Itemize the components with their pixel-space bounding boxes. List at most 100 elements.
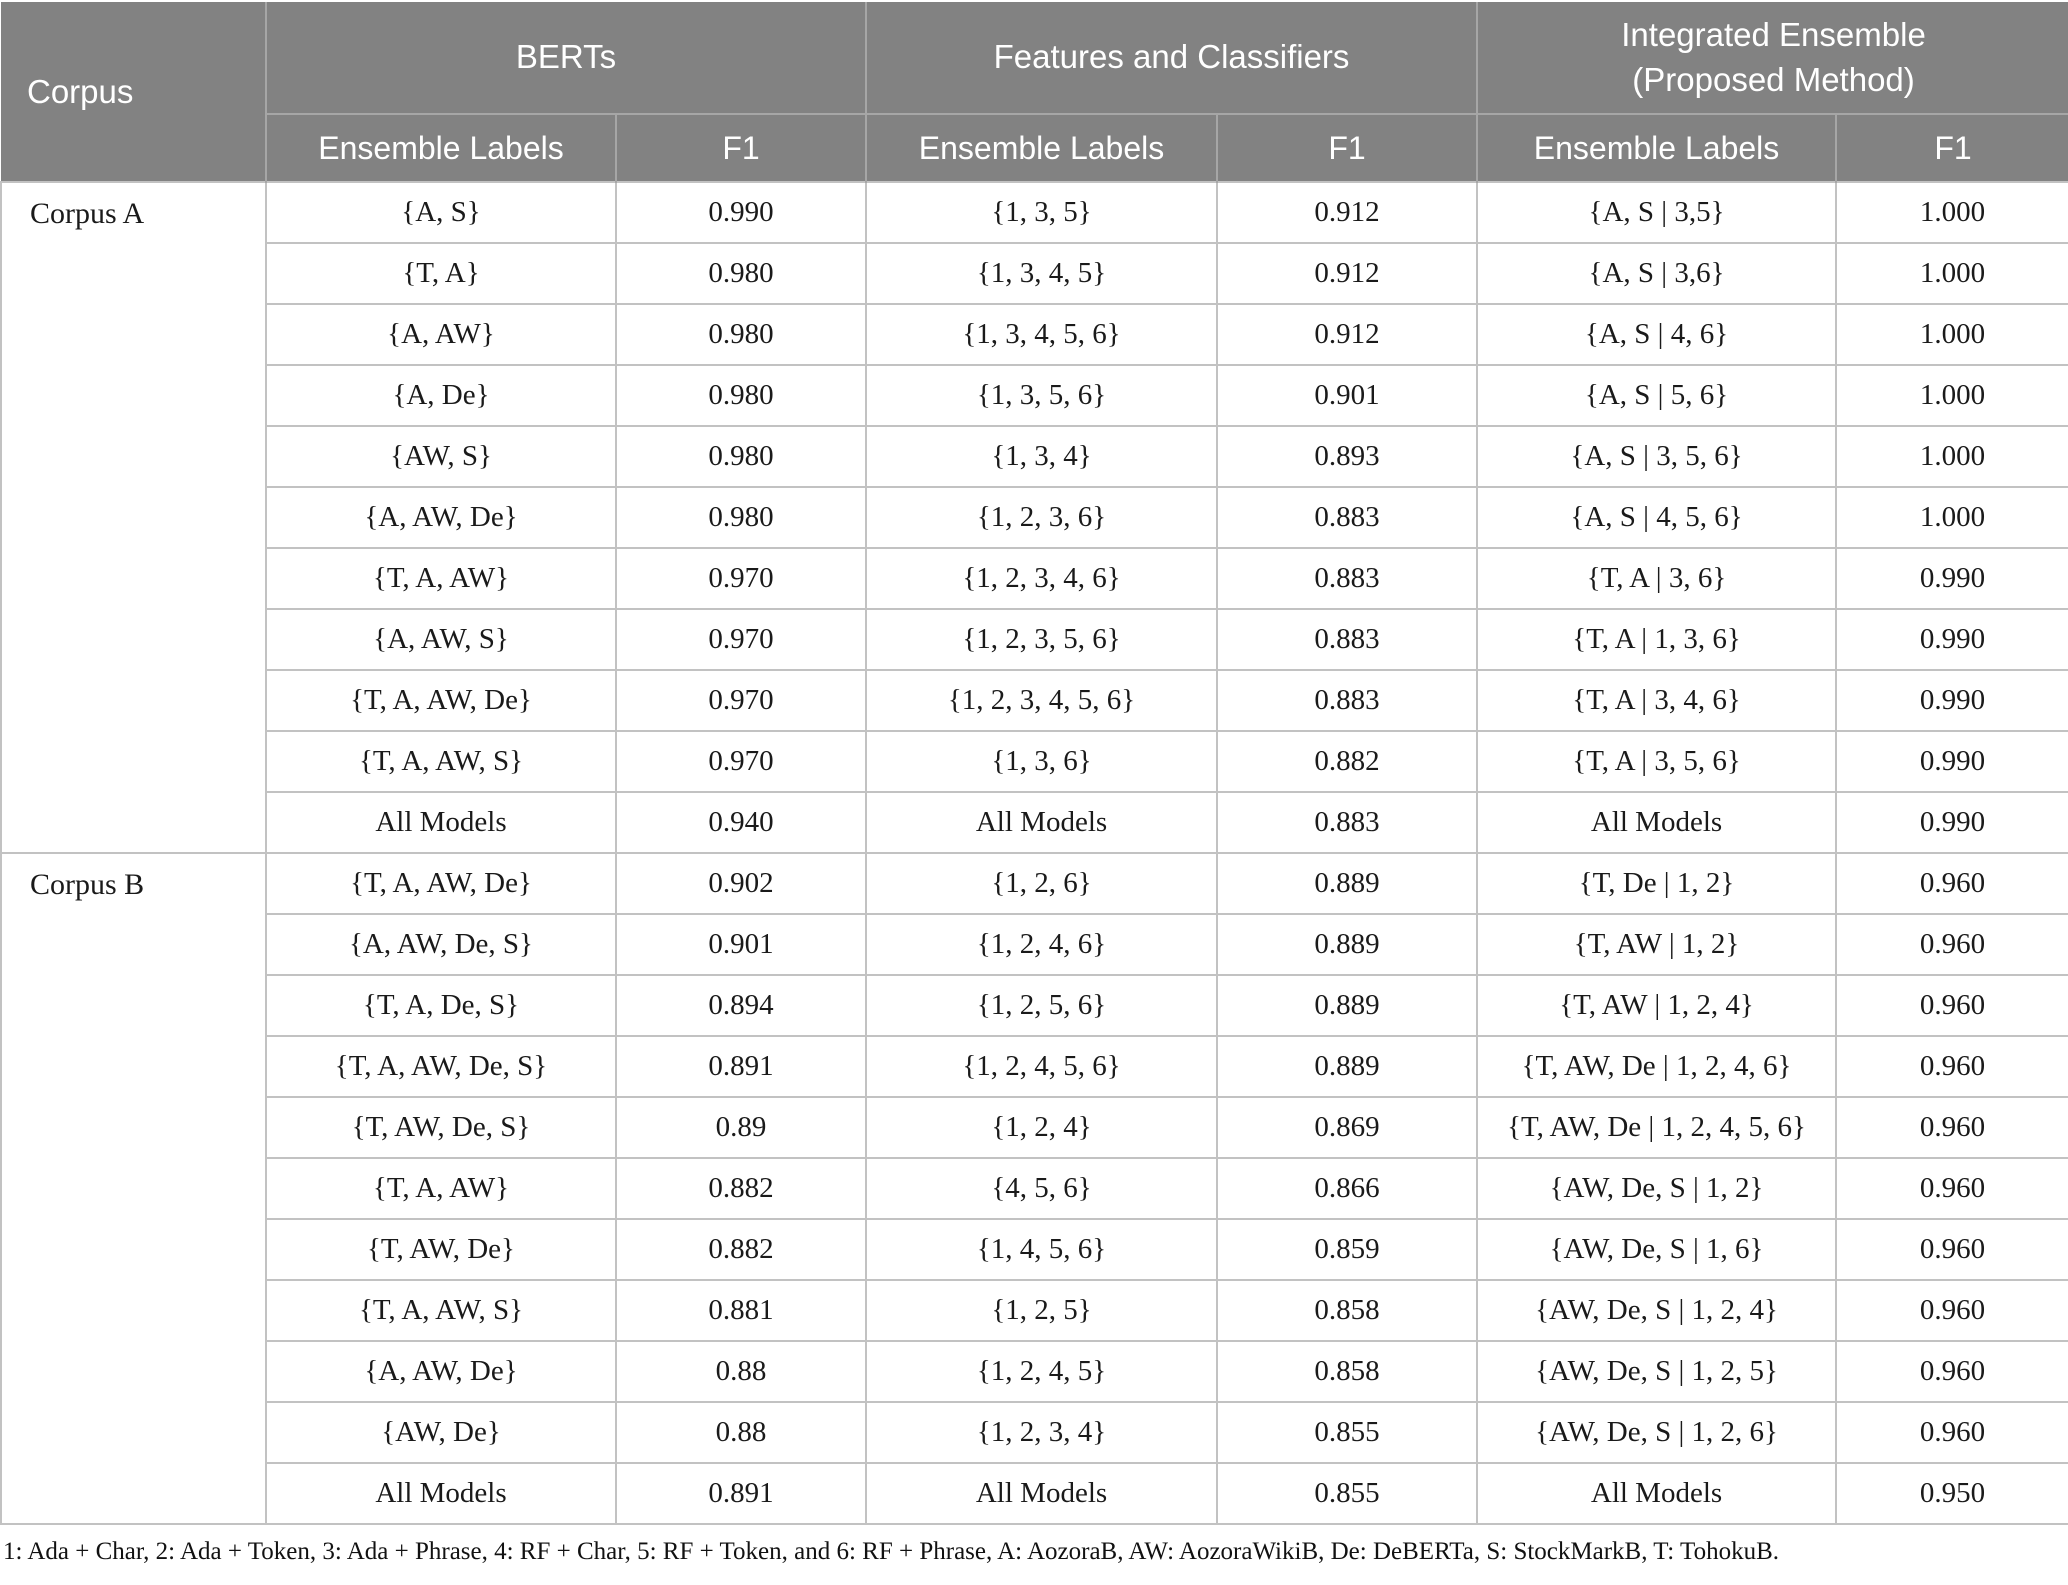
cell-ie-ensemble-labels: All Models: [1476, 791, 1838, 854]
cell-fc-ensemble-labels: {1, 2, 5, 6}: [865, 974, 1219, 1037]
cell-ie-ensemble-labels: {AW, De, S | 1, 2, 5}: [1476, 1340, 1838, 1403]
table-row: {A, AW, De} 0.980 {1, 2, 3, 6} 0.883 {A,…: [1, 486, 2068, 549]
table-row: {T, A, AW} 0.882 {4, 5, 6} 0.866 {AW, De…: [1, 1157, 2068, 1220]
table-row: {A, AW} 0.980 {1, 3, 4, 5, 6} 0.912 {A, …: [1, 303, 2068, 366]
cell-berts-f1: 0.940: [614, 791, 868, 854]
cell-fc-ensemble-labels: {1, 3, 6}: [865, 730, 1219, 793]
cell-berts-ensemble-labels: {T, A, AW}: [265, 1157, 617, 1220]
cell-ie-f1: 1.000: [1835, 364, 2068, 427]
table-row: {T, A, AW, S} 0.881 {1, 2, 5} 0.858 {AW,…: [1, 1279, 2068, 1342]
cell-ie-f1: 0.990: [1835, 669, 2068, 732]
cell-berts-ensemble-labels: {T, A, AW, S}: [265, 1279, 617, 1342]
cell-ie-f1: 1.000: [1835, 486, 2068, 549]
cell-ie-ensemble-labels: {T, A | 3, 5, 6}: [1476, 730, 1838, 793]
cell-fc-f1: 0.901: [1216, 364, 1479, 427]
cell-berts-ensemble-labels: {T, AW, De}: [265, 1218, 617, 1281]
cell-ie-f1: 1.000: [1835, 181, 2068, 244]
cell-berts-ensemble-labels: {A, AW, S}: [265, 608, 617, 671]
table-row: {A, De} 0.980 {1, 3, 5, 6} 0.901 {A, S |…: [1, 364, 2068, 427]
cell-berts-ensemble-labels: {A, AW}: [265, 303, 617, 366]
ensemble-results-table: Corpus BERTs Features and Classifiers In…: [0, 2, 2068, 1525]
column-header-ie-ensemble-labels: Ensemble Labels: [1476, 113, 1837, 182]
cell-berts-f1: 0.990: [614, 181, 868, 244]
cell-berts-f1: 0.980: [614, 425, 868, 488]
cell-berts-f1: 0.891: [614, 1462, 868, 1525]
cell-ie-f1: 0.960: [1835, 1218, 2068, 1281]
cell-fc-ensemble-labels: {1, 3, 4, 5}: [865, 242, 1219, 305]
table-row: {T, A, AW, S} 0.970 {1, 3, 6} 0.882 {T, …: [1, 730, 2068, 793]
table-row: {T, A, De, S} 0.894 {1, 2, 5, 6} 0.889 {…: [1, 974, 2068, 1037]
cell-ie-ensemble-labels: All Models: [1476, 1462, 1838, 1525]
cell-ie-f1: 0.960: [1835, 1279, 2068, 1342]
table-row: All Models 0.891 All Models 0.855 All Mo…: [1, 1462, 2068, 1525]
cell-berts-ensemble-labels: {T, A, AW, De}: [265, 669, 617, 732]
cell-ie-f1: 0.990: [1835, 547, 2068, 610]
cell-ie-ensemble-labels: {AW, De, S | 1, 2, 4}: [1476, 1279, 1838, 1342]
cell-berts-ensemble-labels: {A, AW, De, S}: [265, 913, 617, 976]
table-row: {T, A, AW, De} 0.970 {1, 2, 3, 4, 5, 6} …: [1, 669, 2068, 732]
cell-ie-f1: 0.960: [1835, 1340, 2068, 1403]
cell-fc-ensemble-labels: {1, 2, 4, 5}: [865, 1340, 1219, 1403]
cell-fc-ensemble-labels: {1, 3, 5}: [865, 181, 1219, 244]
table-row: {A, AW, S} 0.970 {1, 2, 3, 5, 6} 0.883 {…: [1, 608, 2068, 671]
cell-fc-ensemble-labels: {1, 2, 4, 5, 6}: [865, 1035, 1219, 1098]
cell-fc-f1: 0.855: [1216, 1401, 1479, 1464]
cell-ie-ensemble-labels: {AW, De, S | 1, 6}: [1476, 1218, 1838, 1281]
cell-ie-f1: 1.000: [1835, 303, 2068, 366]
cell-ie-f1: 0.960: [1835, 852, 2068, 915]
corpus-section-label: Corpus B: [0, 852, 267, 1525]
cell-fc-f1: 0.858: [1216, 1279, 1479, 1342]
cell-berts-f1: 0.882: [614, 1157, 868, 1220]
cell-ie-ensemble-labels: {A, S | 3,5}: [1476, 181, 1838, 244]
cell-fc-f1: 0.912: [1216, 303, 1479, 366]
cell-ie-f1: 0.990: [1835, 608, 2068, 671]
cell-fc-f1: 0.883: [1216, 486, 1479, 549]
cell-berts-f1: 0.980: [614, 364, 868, 427]
cell-fc-f1: 0.883: [1216, 608, 1479, 671]
group-header-integrated-ensemble: Integrated Ensemble (Proposed Method): [1476, 2, 2068, 114]
cell-berts-ensemble-labels: {A, De}: [265, 364, 617, 427]
cell-ie-f1: 0.960: [1835, 1401, 2068, 1464]
cell-fc-ensemble-labels: {1, 2, 6}: [865, 852, 1219, 915]
table-row: {T, A, AW} 0.970 {1, 2, 3, 4, 6} 0.883 {…: [1, 547, 2068, 610]
cell-fc-ensemble-labels: {1, 3, 4, 5, 6}: [865, 303, 1219, 366]
cell-berts-ensemble-labels: {T, A}: [265, 242, 617, 305]
cell-berts-f1: 0.88: [614, 1340, 868, 1403]
cell-fc-ensemble-labels: {1, 2, 4, 6}: [865, 913, 1219, 976]
cell-berts-ensemble-labels: {A, S}: [265, 181, 617, 244]
cell-ie-ensemble-labels: {T, AW | 1, 2, 4}: [1476, 974, 1838, 1037]
cell-ie-f1: 0.960: [1835, 913, 2068, 976]
column-header-fc-f1: F1: [1216, 113, 1478, 182]
table-row: {T, A, AW, De, S} 0.891 {1, 2, 4, 5, 6} …: [1, 1035, 2068, 1098]
cell-ie-f1: 1.000: [1835, 242, 2068, 305]
cell-ie-ensemble-labels: {T, AW, De | 1, 2, 4, 6}: [1476, 1035, 1838, 1098]
cell-ie-ensemble-labels: {T, De | 1, 2}: [1476, 852, 1838, 915]
cell-fc-f1: 0.883: [1216, 791, 1479, 854]
cell-fc-ensemble-labels: All Models: [865, 1462, 1219, 1525]
cell-berts-f1: 0.970: [614, 608, 868, 671]
cell-fc-f1: 0.889: [1216, 913, 1479, 976]
cell-berts-f1: 0.882: [614, 1218, 868, 1281]
cell-fc-f1: 0.912: [1216, 242, 1479, 305]
corpus-section-label: Corpus A: [0, 181, 267, 854]
cell-berts-ensemble-labels: {T, A, AW, S}: [265, 730, 617, 793]
cell-fc-ensemble-labels: {1, 2, 3, 4}: [865, 1401, 1219, 1464]
cell-fc-f1: 0.893: [1216, 425, 1479, 488]
cell-ie-f1: 0.960: [1835, 974, 2068, 1037]
cell-ie-ensemble-labels: {AW, De, S | 1, 2, 6}: [1476, 1401, 1838, 1464]
cell-fc-ensemble-labels: All Models: [865, 791, 1219, 854]
cell-fc-f1: 0.869: [1216, 1096, 1479, 1159]
column-header-ie-f1: F1: [1835, 113, 2068, 182]
cell-berts-f1: 0.980: [614, 242, 868, 305]
cell-berts-f1: 0.89: [614, 1096, 868, 1159]
cell-ie-f1: 1.000: [1835, 425, 2068, 488]
cell-berts-ensemble-labels: {T, A, De, S}: [265, 974, 617, 1037]
cell-fc-ensemble-labels: {4, 5, 6}: [865, 1157, 1219, 1220]
table-body: Corpus A {A, S} 0.990 {1, 3, 5} 0.912 {A,…: [0, 181, 2068, 1525]
cell-berts-ensemble-labels: {T, A, AW}: [265, 547, 617, 610]
header-group-row: Corpus BERTs Features and Classifiers In…: [1, 2, 2068, 182]
table-row: {AW, S} 0.980 {1, 3, 4} 0.893 {A, S | 3,…: [1, 425, 2068, 488]
cell-ie-ensemble-labels: {A, S | 4, 5, 6}: [1476, 486, 1838, 549]
table-footnote: 1: Ada + Char, 2: Ada + Token, 3: Ada + …: [3, 1538, 1780, 1565]
